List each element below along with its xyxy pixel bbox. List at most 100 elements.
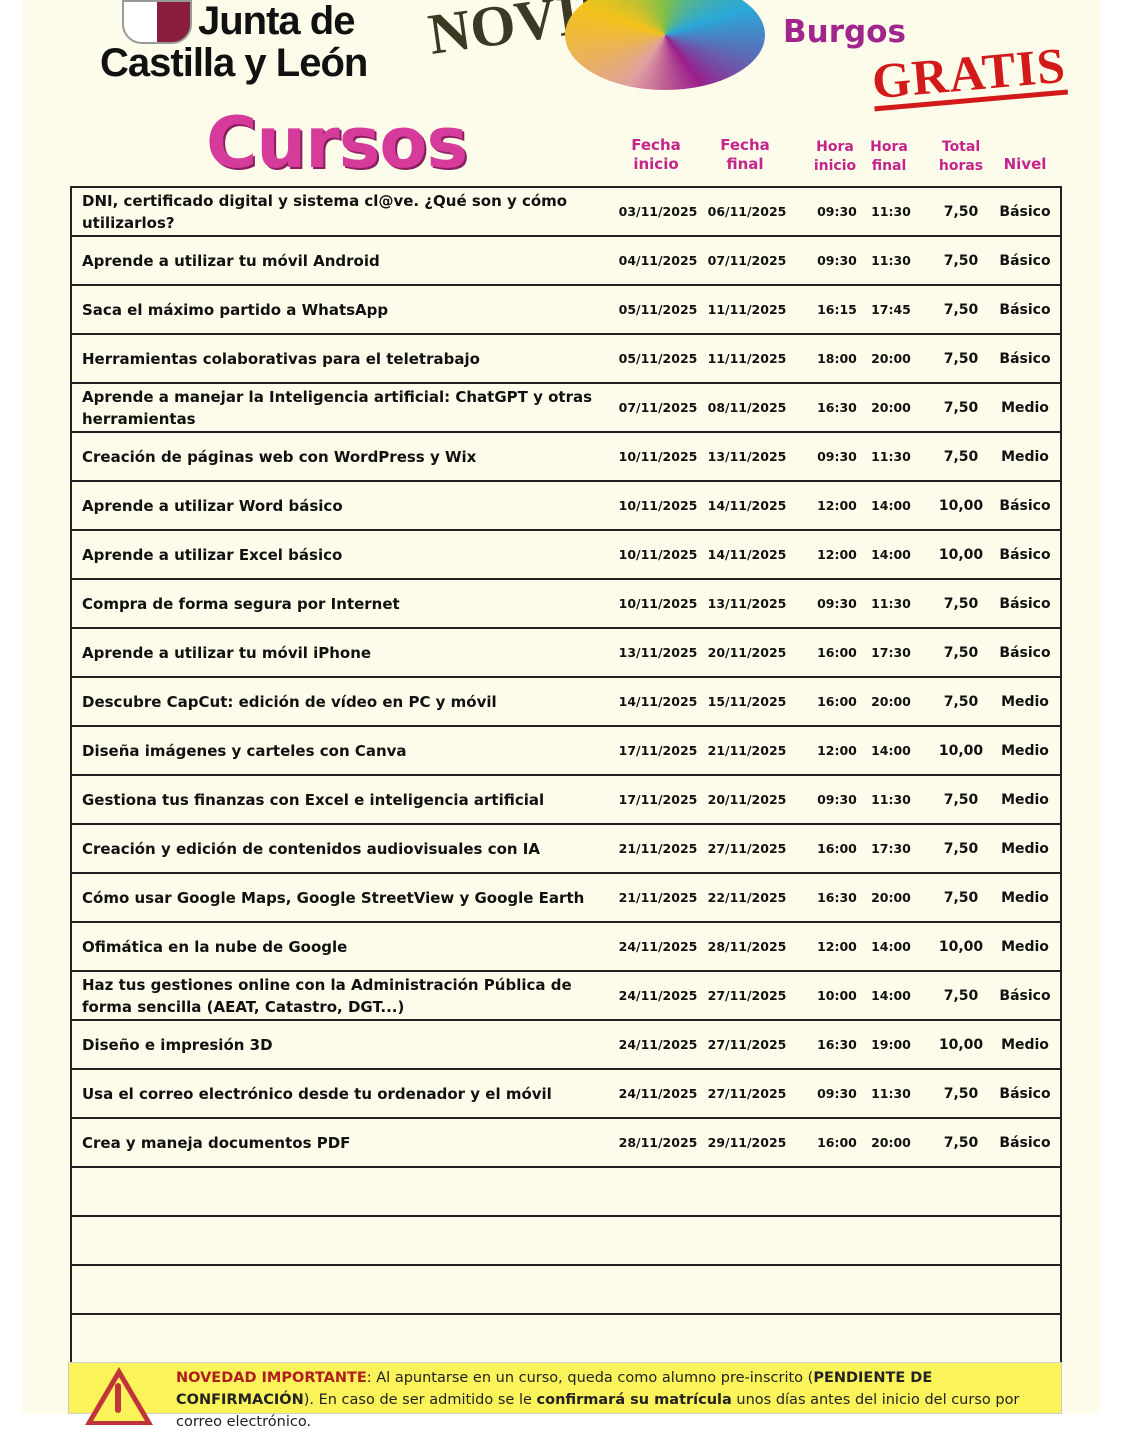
end-time: 20:00 <box>871 351 911 366</box>
level: Básico <box>999 350 1051 367</box>
total-hours: 10,00 <box>938 1036 984 1053</box>
start-date: 24/11/2025 <box>618 1037 698 1052</box>
level: Básico <box>999 497 1051 514</box>
start-date: 07/11/2025 <box>618 400 698 415</box>
table-row: Aprende a utilizar tu móvil iPhone 13/11/… <box>72 629 1060 678</box>
col-header-end-date: Fecha final <box>720 136 770 173</box>
start-time: 12:00 <box>817 939 857 954</box>
cyl-digital-logo <box>565 0 765 90</box>
end-date: 28/11/2025 <box>707 939 787 954</box>
level: Básico <box>999 1085 1051 1102</box>
course-name: Creación y edición de contenidos audiovi… <box>82 839 540 858</box>
table-row: Aprende a utilizar tu móvil Android 04/11… <box>72 237 1060 286</box>
empty-table-row <box>72 1168 1060 1217</box>
level: Básico <box>999 203 1051 220</box>
level: Medio <box>1001 742 1049 759</box>
courses-table: DNI, certificado digital y sistema cl@ve… <box>70 186 1062 1364</box>
course-name: Haz tus gestiones online con la Administ… <box>82 975 572 1016</box>
start-time: 18:00 <box>817 351 857 366</box>
page-title: Cursos <box>206 102 468 184</box>
start-date: 17/11/2025 <box>618 792 698 807</box>
start-time: 16:00 <box>817 694 857 709</box>
start-time: 09:30 <box>817 204 857 219</box>
end-time: 17:30 <box>871 841 911 856</box>
table-row: Diseño e impresión 3D 24/11/2025 27/11/202… <box>72 1021 1060 1070</box>
end-time: 19:00 <box>871 1037 911 1052</box>
org-name-line1: Junta de <box>198 0 355 43</box>
table-row: Cómo usar Google Maps, Google StreetView… <box>72 874 1060 923</box>
level: Básico <box>999 1134 1051 1151</box>
end-time: 11:30 <box>871 1086 911 1101</box>
col-header-start-date: Fecha inicio <box>631 136 681 173</box>
end-time: 11:30 <box>871 449 911 464</box>
level: Medio <box>1001 693 1049 710</box>
course-name: Saca el máximo partido a WhatsApp <box>82 300 389 319</box>
start-time: 16:15 <box>817 302 857 317</box>
course-name: Aprende a utilizar tu móvil Android <box>82 251 380 270</box>
start-date: 04/11/2025 <box>618 253 698 268</box>
level: Básico <box>999 644 1051 661</box>
table-row: DNI, certificado digital y sistema cl@ve… <box>72 188 1060 237</box>
total-hours: 10,00 <box>938 742 984 759</box>
table-row: Aprende a utilizar Excel básico 10/11/202… <box>72 531 1060 580</box>
total-hours: 7,50 <box>943 448 979 465</box>
start-date: 10/11/2025 <box>618 449 698 464</box>
end-time: 17:45 <box>871 302 911 317</box>
start-date: 28/11/2025 <box>618 1135 698 1150</box>
course-name: Usa el correo electrónico desde tu orden… <box>82 1084 552 1103</box>
end-time: 11:30 <box>871 596 911 611</box>
start-time: 16:00 <box>817 645 857 660</box>
total-hours: 7,50 <box>943 399 979 416</box>
course-name: Aprende a manejar la Inteligencia artifi… <box>82 387 593 428</box>
end-date: 21/11/2025 <box>707 743 787 758</box>
col-header-end-time: Hora final <box>870 139 908 174</box>
table-row: Diseña imágenes y carteles con Canva 17/1… <box>72 727 1060 776</box>
end-time: 11:30 <box>871 204 911 219</box>
table-row: Saca el máximo partido a WhatsApp 05/11/2… <box>72 286 1060 335</box>
end-date: 27/11/2025 <box>707 1086 787 1101</box>
end-time: 11:30 <box>871 253 911 268</box>
start-time: 16:30 <box>817 1037 857 1052</box>
start-date: 10/11/2025 <box>618 596 698 611</box>
level: Básico <box>999 595 1051 612</box>
notice-text: NOVEDAD IMPORTANTE: Al apuntarse en un c… <box>176 1367 1056 1433</box>
start-date: 10/11/2025 <box>618 547 698 562</box>
level: Básico <box>999 987 1051 1004</box>
start-date: 21/11/2025 <box>618 890 698 905</box>
city-label: Burgos <box>783 14 906 50</box>
important-notice: NOVEDAD IMPORTANTE: Al apuntarse en un c… <box>68 1362 1062 1430</box>
course-name: Aprende a utilizar Word básico <box>82 496 343 515</box>
col-header-level: Nivel <box>1003 155 1047 173</box>
end-date: 13/11/2025 <box>707 449 787 464</box>
start-time: 09:30 <box>817 596 857 611</box>
end-date: 14/11/2025 <box>707 547 787 562</box>
total-hours: 10,00 <box>938 546 984 563</box>
start-time: 12:00 <box>817 743 857 758</box>
start-time: 09:30 <box>817 792 857 807</box>
end-date: 22/11/2025 <box>707 890 787 905</box>
total-hours: 7,50 <box>943 595 979 612</box>
start-date: 21/11/2025 <box>618 841 698 856</box>
total-hours: 7,50 <box>943 840 979 857</box>
total-hours: 7,50 <box>943 203 979 220</box>
course-name: Herramientas colaborativas para el telet… <box>82 349 480 368</box>
total-hours: 7,50 <box>943 987 979 1004</box>
total-hours: 10,00 <box>938 938 984 955</box>
course-name: Descubre CapCut: edición de vídeo en PC … <box>82 692 497 711</box>
end-date: 27/11/2025 <box>707 988 787 1003</box>
course-name: Aprende a utilizar tu móvil iPhone <box>82 643 372 662</box>
end-time: 17:30 <box>871 645 911 660</box>
start-time: 09:30 <box>817 1086 857 1101</box>
course-name: DNI, certificado digital y sistema cl@ve… <box>82 191 568 232</box>
course-name: Gestiona tus finanzas con Excel e inteli… <box>82 790 545 809</box>
end-date: 20/11/2025 <box>707 645 787 660</box>
total-hours: 7,50 <box>943 301 979 318</box>
start-time: 16:30 <box>817 890 857 905</box>
start-date: 24/11/2025 <box>618 1086 698 1101</box>
table-row: Creación y edición de contenidos audiovi… <box>72 825 1060 874</box>
course-name: Creación de páginas web con WordPress y … <box>82 447 477 466</box>
coat-of-arms-logo <box>122 0 192 44</box>
table-row: Aprende a utilizar Word básico 10/11/2025… <box>72 482 1060 531</box>
total-hours: 7,50 <box>943 791 979 808</box>
end-date: 20/11/2025 <box>707 792 787 807</box>
